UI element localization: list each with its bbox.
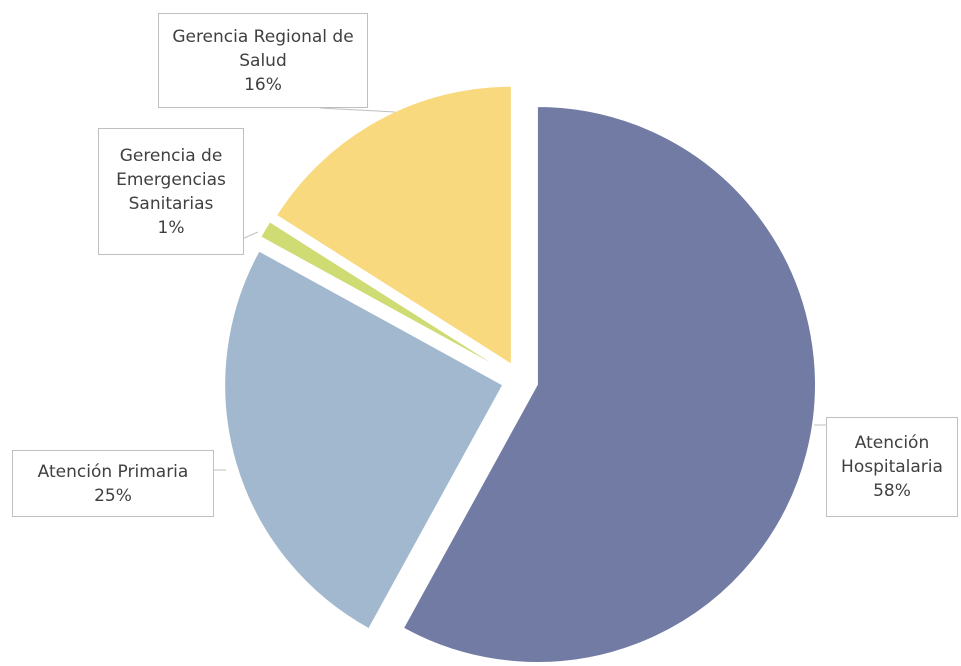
pie-slice xyxy=(224,250,504,630)
pie-slice xyxy=(260,221,505,372)
data-label: Gerencia Regional de Salud 16% xyxy=(158,13,368,108)
label-value: 16% xyxy=(244,74,282,95)
leader-line xyxy=(243,231,259,239)
label-value: 58% xyxy=(873,481,911,501)
leader-line xyxy=(319,107,396,113)
label-category: Atención Hospitalaria xyxy=(841,433,943,477)
data-label: Gerencia de Emergencias Sanitarias 1% xyxy=(98,128,244,255)
label-category: Atención Primaria xyxy=(37,461,189,482)
label-category: Gerencia de Emergencias Sanitarias xyxy=(116,145,226,214)
pie-slice xyxy=(402,105,816,663)
label-category: Gerencia Regional de Salud xyxy=(172,26,354,71)
pie-slice xyxy=(275,85,512,366)
data-label: Atención Hospitalaria 58% xyxy=(826,417,958,517)
label-value: 25% xyxy=(94,485,132,506)
data-label: Atención Primaria 25% xyxy=(12,450,214,517)
label-value: 1% xyxy=(157,217,185,238)
